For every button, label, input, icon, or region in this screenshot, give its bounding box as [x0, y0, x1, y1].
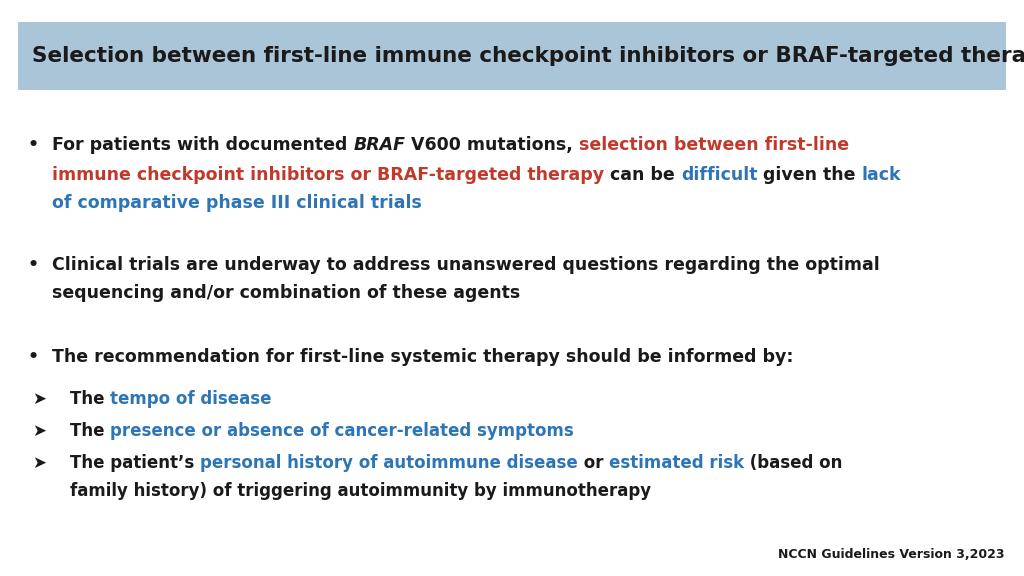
Text: lack: lack [862, 166, 901, 184]
Text: The patient’s: The patient’s [70, 454, 200, 472]
Text: •: • [28, 136, 39, 154]
Text: BRAF: BRAF [353, 136, 406, 154]
Text: sequencing and/or combination of these agents: sequencing and/or combination of these a… [52, 284, 520, 302]
Text: For patients with documented: For patients with documented [52, 136, 353, 154]
Text: family history) of triggering autoimmunity by immunotherapy: family history) of triggering autoimmuni… [70, 482, 651, 500]
Text: •: • [28, 348, 39, 366]
Text: The: The [70, 422, 111, 440]
Text: The recommendation for first-line systemic therapy should be informed by:: The recommendation for first-line system… [52, 348, 794, 366]
Text: Clinical trials are underway to address unanswered questions regarding the optim: Clinical trials are underway to address … [52, 256, 880, 274]
Text: tempo of disease: tempo of disease [111, 390, 271, 408]
Text: •: • [28, 256, 39, 274]
Text: selection between first-line: selection between first-line [580, 136, 849, 154]
Text: ➤: ➤ [32, 390, 46, 408]
Text: immune checkpoint inhibitors or BRAF-targeted therapy: immune checkpoint inhibitors or BRAF-tar… [52, 166, 604, 184]
Text: V600 mutations,: V600 mutations, [406, 136, 580, 154]
FancyBboxPatch shape [18, 22, 1006, 90]
Text: estimated risk: estimated risk [609, 454, 744, 472]
Text: personal history of autoimmune disease: personal history of autoimmune disease [200, 454, 578, 472]
Text: Selection between first-line immune checkpoint inhibitors or BRAF-targeted thera: Selection between first-line immune chec… [32, 46, 1024, 66]
Text: difficult: difficult [681, 166, 758, 184]
Text: of comparative phase III clinical trials: of comparative phase III clinical trials [52, 194, 422, 212]
Text: NCCN Guidelines Version 3,2023: NCCN Guidelines Version 3,2023 [777, 548, 1004, 560]
Text: ➤: ➤ [32, 454, 46, 472]
Text: given the: given the [758, 166, 862, 184]
Text: can be: can be [604, 166, 681, 184]
Text: (based on: (based on [744, 454, 843, 472]
Text: ➤: ➤ [32, 422, 46, 440]
Text: The: The [70, 390, 111, 408]
Text: or: or [578, 454, 609, 472]
Text: presence or absence of cancer-related symptoms: presence or absence of cancer-related sy… [111, 422, 574, 440]
